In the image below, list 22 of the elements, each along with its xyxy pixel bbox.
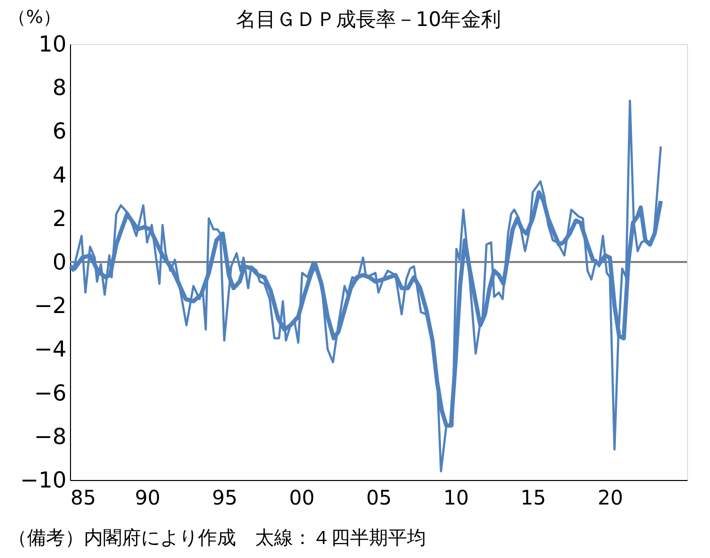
y-tick-label: −4 (34, 338, 66, 363)
y-axis-title: （%） (8, 7, 62, 28)
y-tick-label: −6 (34, 381, 66, 406)
x-tick-label: 10 (443, 486, 469, 510)
y-tick-label: −10 (20, 468, 66, 494)
x-tick-label: 95 (212, 486, 238, 510)
x-tick-label: 00 (289, 486, 315, 510)
x-tick-label: 90 (134, 486, 160, 510)
y-tick-label: −2 (34, 294, 66, 320)
y-tick-label: 0 (52, 250, 66, 276)
x-tick-label: 05 (366, 486, 392, 510)
y-tick-label: −8 (34, 424, 66, 450)
y-tick-label: 2 (52, 206, 66, 232)
y-tick-label: 6 (52, 120, 66, 145)
y-tick-label: 8 (52, 76, 66, 102)
text: （備考）内閣府により作成 太線：４四半期平均 (8, 527, 426, 549)
chart-title: 名目ＧＤＰ成長率－10年金利 (236, 7, 502, 31)
y-tick-label: 4 (52, 163, 66, 188)
x-tick-label: 15 (520, 486, 546, 510)
y-tick-label: 10 (38, 32, 66, 58)
x-tick-label: 85 (70, 486, 96, 510)
x-tick-label: 20 (598, 486, 624, 510)
